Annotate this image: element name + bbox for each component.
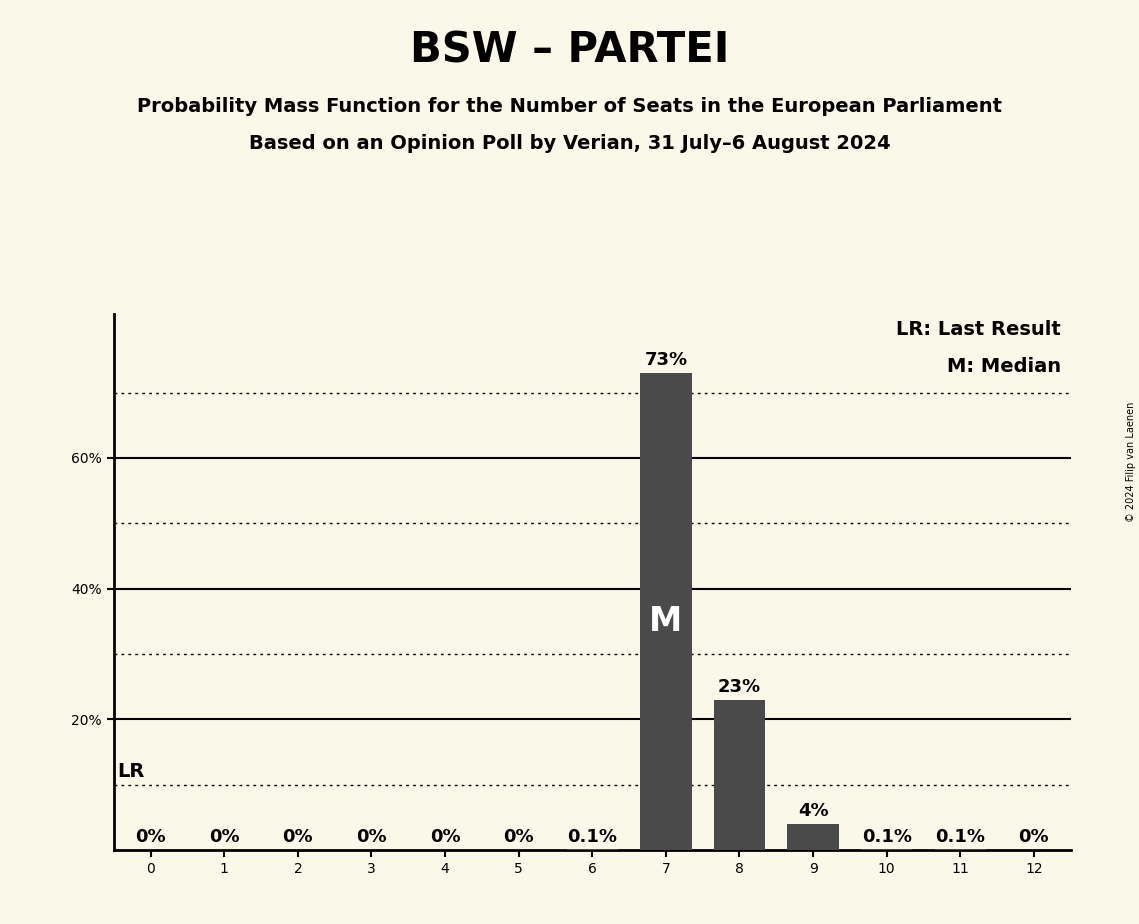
Text: Probability Mass Function for the Number of Seats in the European Parliament: Probability Mass Function for the Number…: [137, 97, 1002, 116]
Bar: [714, 699, 765, 850]
Text: LR: Last Result: LR: Last Result: [896, 320, 1062, 338]
Text: 0%: 0%: [282, 828, 313, 846]
Text: M: Median: M: Median: [947, 357, 1062, 376]
Text: 0%: 0%: [136, 828, 166, 846]
Text: © 2024 Filip van Laenen: © 2024 Filip van Laenen: [1126, 402, 1136, 522]
Text: LR: LR: [117, 761, 145, 781]
Text: 23%: 23%: [718, 678, 761, 696]
Text: 0.1%: 0.1%: [862, 828, 911, 845]
Text: 0.1%: 0.1%: [567, 828, 617, 845]
Text: 0%: 0%: [429, 828, 460, 846]
Text: 0%: 0%: [208, 828, 239, 846]
Text: Based on an Opinion Poll by Verian, 31 July–6 August 2024: Based on an Opinion Poll by Verian, 31 J…: [248, 134, 891, 152]
Text: 73%: 73%: [645, 351, 688, 369]
Text: M: M: [649, 604, 682, 638]
Text: 0%: 0%: [503, 828, 534, 846]
Bar: [640, 373, 691, 850]
Text: BSW – PARTEI: BSW – PARTEI: [410, 30, 729, 72]
Text: 0%: 0%: [1018, 828, 1049, 846]
Text: 4%: 4%: [797, 802, 828, 820]
Bar: [787, 824, 838, 850]
Text: 0.1%: 0.1%: [935, 828, 985, 845]
Text: 0%: 0%: [357, 828, 387, 846]
